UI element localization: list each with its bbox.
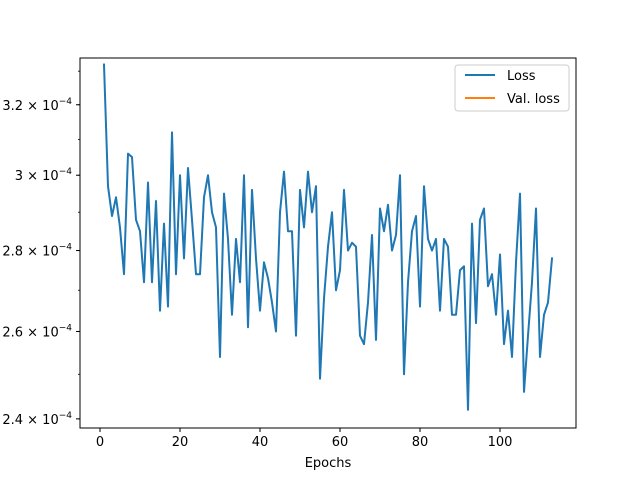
x-tick-label: 40 [252, 435, 269, 450]
series-line-0 [102, 63, 554, 411]
y-tick-label: 2.4 × 10−4 [2, 411, 72, 428]
x-tick-label: 60 [332, 435, 349, 450]
x-tick-label: 20 [172, 435, 189, 450]
x-tick-label: 0 [96, 435, 104, 450]
y-axis-ticks: 2.4 × 10−4 2.6 × 10−4 2.8 × 10−4 3 × 10−4 3.… [2, 70, 80, 428]
plot-frame [79, 57, 577, 429]
series-layer [102, 63, 554, 411]
x-axis-ticks: 0 20 40 60 80 100 [96, 428, 513, 450]
y-tick-label: 2.8 × 10−4 [2, 243, 72, 260]
legend-label-val-loss: Val. loss [507, 92, 560, 107]
x-tick-label: 80 [412, 435, 429, 450]
y-tick-label: 2.6 × 10−4 [2, 323, 72, 340]
x-axis-label: Epochs [305, 456, 352, 471]
x-tick-label: 100 [488, 435, 513, 450]
legend: Loss Val. loss [454, 64, 570, 112]
legend-box [454, 64, 570, 112]
y-tick-label: 3.2 × 10−4 [2, 97, 72, 114]
y-tick-label: 3 × 10−4 [15, 167, 73, 184]
legend-label-loss: Loss [507, 69, 536, 84]
